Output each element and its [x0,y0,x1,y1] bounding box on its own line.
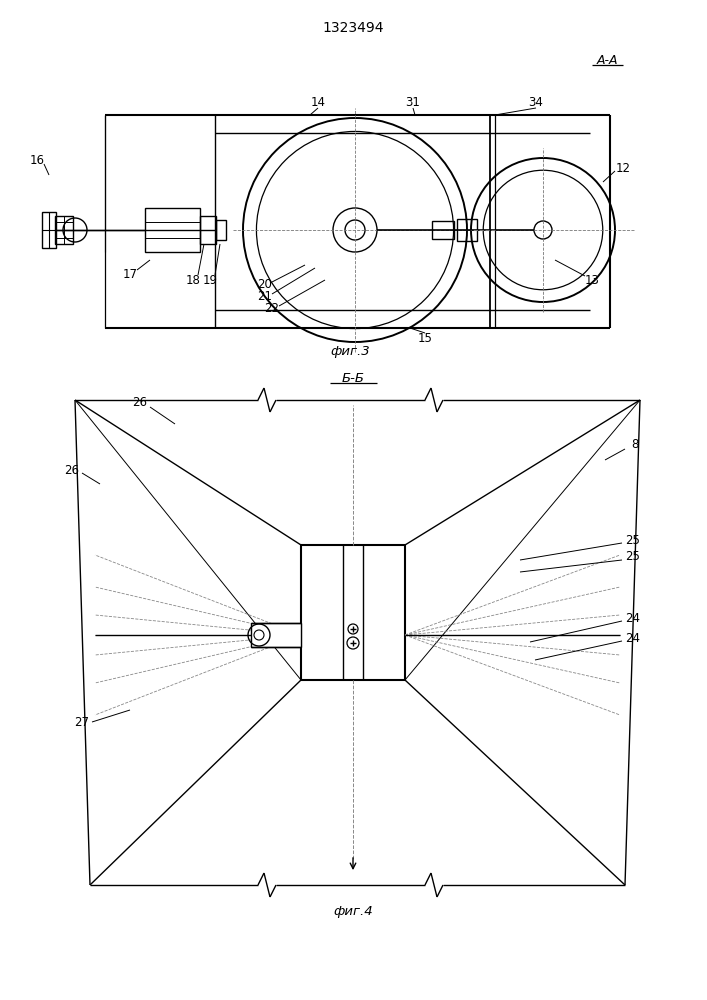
Text: 31: 31 [406,97,421,109]
Text: 8: 8 [631,438,638,452]
Text: 13: 13 [585,273,600,286]
Bar [432,221,454,239]
Bar [457,219,477,241]
Bar [145,208,200,252]
Text: 25: 25 [626,534,641,546]
Text: 14: 14 [310,97,325,109]
Text: 18: 18 [185,273,201,286]
Bar [42,212,56,248]
Text: 16: 16 [30,153,45,166]
Text: 15: 15 [418,332,433,344]
Text: 27: 27 [74,716,90,728]
Text: 17: 17 [122,267,137,280]
Text: 24: 24 [626,632,641,645]
Text: 25: 25 [626,550,641,564]
Text: 19: 19 [202,273,218,286]
Bar [216,220,226,240]
Text: 34: 34 [529,97,544,109]
Text: А-А: А-А [596,53,618,66]
Bar [200,216,216,244]
Text: Б-Б: Б-Б [341,371,365,384]
Text: фиг.4: фиг.4 [333,906,373,918]
Bar [55,216,73,244]
Text: 12: 12 [616,161,631,174]
Text: 20: 20 [257,278,272,292]
Text: 22: 22 [264,302,279,316]
Bar [251,623,301,647]
Text: 21: 21 [257,290,272,304]
Text: фиг.3: фиг.3 [330,346,370,359]
Bar [301,545,405,680]
Text: 24: 24 [626,611,641,624]
Text: 1323494: 1323494 [322,21,384,35]
Text: 26: 26 [132,396,148,410]
Text: 26: 26 [64,464,79,477]
